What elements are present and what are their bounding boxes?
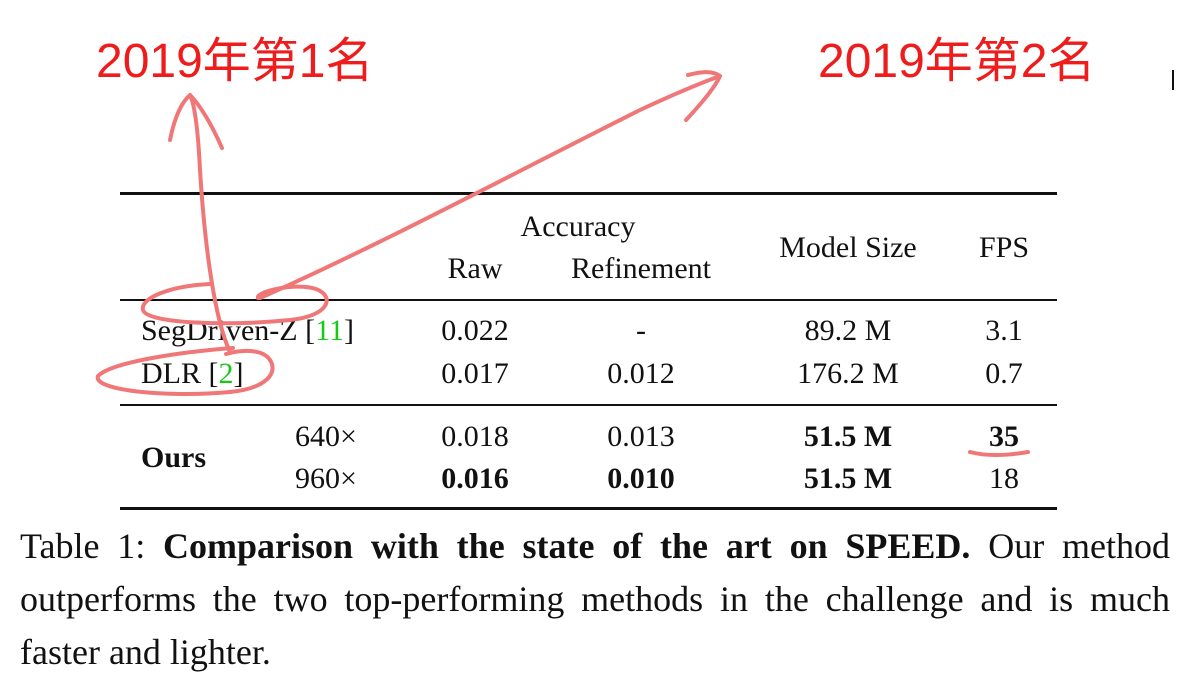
table-group-rule [120, 404, 1057, 406]
annotation-second-place: 2019年第2名 [818, 35, 1096, 88]
table-cell-refinement: 0.010 [607, 462, 675, 495]
table-top-rule [120, 192, 1057, 195]
arrowhead-first-place [168, 93, 224, 150]
table-row-method-ours: Ours [141, 441, 207, 474]
table-cell-raw: 0.017 [441, 357, 509, 390]
header-accuracy: Accuracy [520, 210, 636, 243]
header-raw: Raw [447, 252, 503, 285]
table-cell-raw: 0.022 [441, 314, 509, 347]
table-caption: Table 1: Comparison with the state of th… [20, 520, 1170, 679]
table-cell-refinement: 0.012 [607, 357, 675, 390]
table-cell-resolution: 640× [295, 420, 357, 453]
header-refinement: Refinement [571, 252, 711, 285]
table-cell-model-size: 51.5 M [803, 420, 893, 453]
annotation-first-place: 2019年第1名 [96, 35, 374, 88]
citation-link[interactable]: 11 [315, 314, 345, 347]
table-header-rule [120, 299, 1057, 301]
caption-body: Our method outperforms the two top-perfo… [20, 526, 1171, 672]
header-fps: FPS [978, 231, 1030, 264]
caption-title: Comparison with the state of the art on … [163, 526, 971, 566]
table-cell-raw: 0.016 [441, 462, 509, 495]
table-cell-resolution: 960× [295, 462, 357, 495]
header-model-size: Model Size [779, 231, 917, 264]
table-cell-refinement: 0.013 [607, 420, 675, 453]
edge-mark [1172, 70, 1180, 90]
table-row-method: DLR [2] [141, 357, 244, 390]
table-row-method: SegDriven-Z [11] [141, 314, 355, 347]
arrowhead-second-place [684, 70, 722, 122]
table-cell-model-size: 89.2 M [804, 314, 892, 347]
table-cell-raw: 0.018 [441, 420, 509, 453]
caption-label: Table 1: [20, 526, 164, 566]
table-cell-fps: 3.1 [985, 314, 1023, 347]
table-cell-fps: 18 [989, 462, 1019, 495]
table-cell-model-size: 176.2 M [797, 357, 899, 390]
table-cell-fps: 35 [989, 420, 1019, 453]
table-bottom-rule [120, 507, 1057, 510]
table-cell-refinement: - [636, 314, 646, 347]
table-cell-fps: 0.7 [985, 357, 1023, 390]
citation-link[interactable]: 2 [218, 357, 234, 390]
table-cell-model-size: 51.5 M [803, 462, 893, 495]
